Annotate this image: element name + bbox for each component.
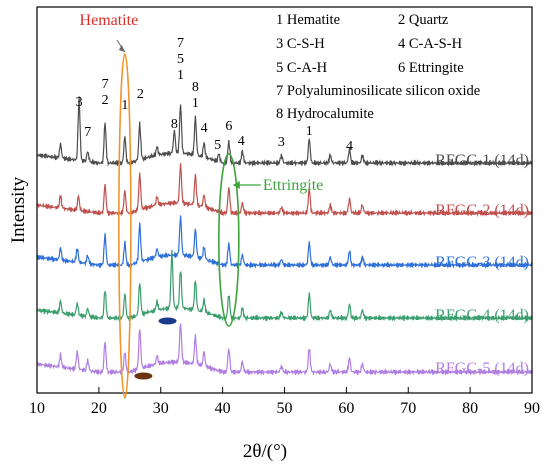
peak-label: 1	[177, 68, 184, 83]
x-ticks: 10 20 30 40 50 60 70 80 90	[29, 387, 540, 417]
peak-label: 5	[214, 138, 221, 153]
peak-label: 7	[84, 125, 91, 140]
peak-label: 3	[278, 135, 285, 150]
series-label-2: RFGC-2 (14d)	[435, 202, 529, 219]
legend-item-8: 8 Hydrocalumite	[276, 106, 374, 122]
hematite-ellipse	[118, 53, 132, 399]
series-label-4: RFGC-4 (14d)	[435, 307, 529, 324]
ettringite-ellipse	[218, 153, 240, 327]
x-tick-label: 20	[91, 400, 107, 417]
peak-label: 3	[76, 95, 83, 110]
legend-item-7: 7 Polyaluminosilicate silicon oxide	[276, 83, 480, 99]
legend-item-6: 6 Ettringite	[398, 60, 464, 76]
legend-item-4: 4 C-A-S-H	[398, 36, 463, 52]
series-label-3: RFGC-3 (14d)	[435, 254, 529, 271]
legend-item-2: 2 Quartz	[398, 12, 449, 28]
series-label-1: RFGC-1 (14d)	[435, 152, 529, 169]
x-tick-label: 90	[524, 400, 540, 417]
x-tick-label: 60	[338, 400, 354, 417]
peak-label: 8	[171, 117, 178, 132]
legend-item-1: 1 Hematite	[276, 12, 340, 28]
peak-label: 1	[192, 96, 199, 111]
peak-label: 4	[346, 139, 353, 154]
x-tick-label: 70	[400, 400, 416, 417]
hematite-arrow-head	[118, 45, 125, 52]
x-axis-label: 2θ/(°)	[243, 441, 287, 462]
peak-label: 7	[102, 77, 109, 92]
peak-label: 4	[201, 121, 208, 136]
peak-label: 5	[177, 52, 184, 67]
peak-label: 2	[102, 93, 109, 108]
peak-label: 2	[137, 87, 144, 102]
series-label-5: RFGC-5 (14d)	[435, 360, 529, 377]
ettringite-label: Ettringite	[263, 177, 323, 194]
peak-label: 4	[238, 134, 245, 149]
peak-label: 6	[225, 119, 232, 134]
marker-blue-ellipse	[158, 317, 177, 325]
legend-item-5: 5 C-A-H	[276, 60, 328, 76]
marker-brown-ellipse	[134, 372, 153, 380]
legend: 1 Hematite 2 Quartz 3 C-S-H 4 C-A-S-H 5 …	[276, 12, 480, 122]
x-tick-label: 50	[277, 400, 293, 417]
legend-item-3: 3 C-S-H	[276, 36, 325, 52]
peak-label: 1	[306, 124, 313, 139]
hematite-label: Hematite	[80, 12, 139, 29]
x-tick-label: 80	[462, 400, 478, 417]
x-tick-label: 10	[29, 400, 45, 417]
y-axis-label: Intensity	[8, 176, 29, 243]
peak-label: 1	[121, 98, 128, 113]
x-tick-label: 30	[153, 400, 169, 417]
peak-label: 7	[177, 36, 184, 51]
ettringite-arrow-head	[232, 181, 240, 189]
series-line-5	[36, 323, 533, 376]
peak-label: 8	[192, 80, 199, 95]
x-tick-label: 40	[215, 400, 231, 417]
